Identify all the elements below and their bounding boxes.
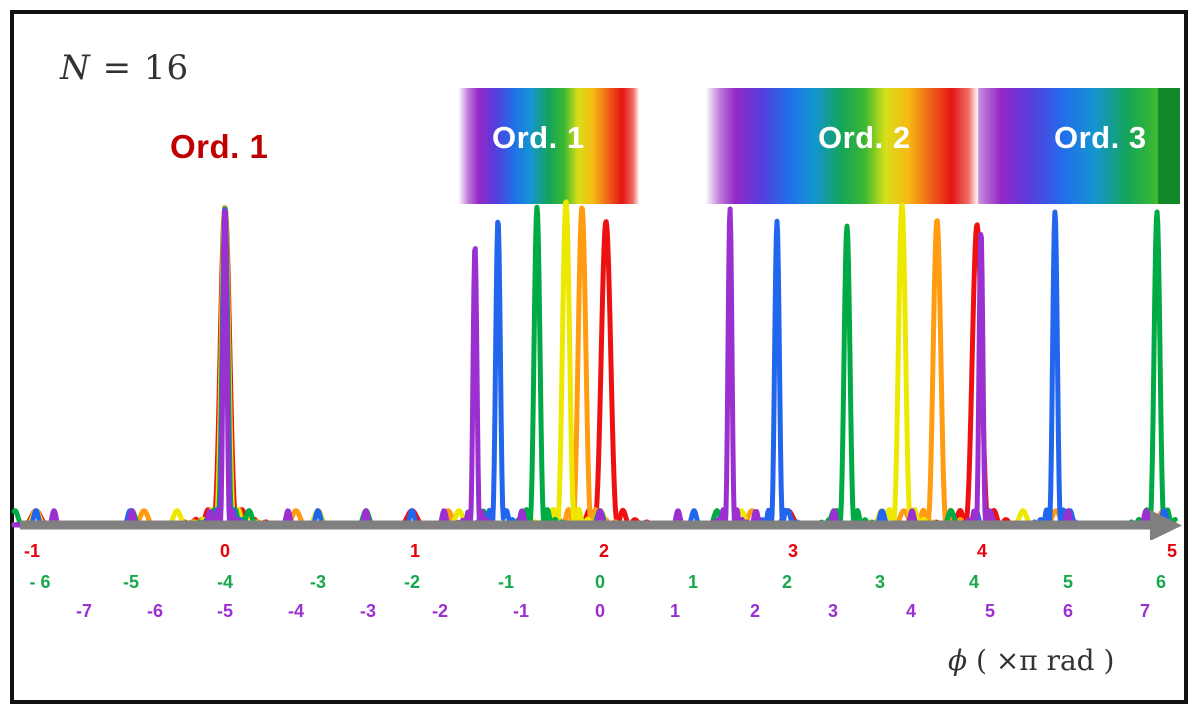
axis-unit: ( ×π rad ) [976,644,1115,677]
tick-purple-6: -1 [512,601,530,621]
tick-red-2: 1 [409,541,421,561]
tick-purple-4: -3 [359,601,377,621]
curve-group [11,199,1178,528]
tick-row-red: -1 0 1 2 3 4 5 [0,541,1200,565]
order1-red-label: Ord. 1 [170,128,269,165]
tick-red-4: 3 [787,541,799,561]
curve-blue [11,207,1178,528]
tick-purple-5: -2 [431,601,449,621]
tick-purple-8: 1 [669,601,681,621]
tick-purple-11: 4 [905,601,917,621]
tick-green-8: 2 [781,572,793,592]
tick-purple-12: 5 [984,601,996,621]
tick-green-7: 1 [687,572,699,592]
phi-symbol: ϕ [948,644,968,677]
n-value: = 16 [102,48,190,88]
tick-purple-0: -7 [75,601,93,621]
tick-green-4: -2 [403,572,421,592]
curve-yellow [11,199,1178,528]
tick-green-11: 5 [1062,572,1074,592]
curve-violet [11,206,1178,528]
curve-red [11,205,1178,528]
bar-label-order3: Ord. 3 [1054,120,1147,155]
tick-purple-1: -6 [146,601,164,621]
tick-red-5: 4 [976,541,988,561]
tick-green-1: -5 [122,572,140,592]
tick-red-6: 5 [1166,541,1178,561]
interference-plot [11,199,1182,540]
tick-red-0: -1 [23,541,41,561]
tick-red-3: 2 [598,541,610,561]
tick-purple-3: -4 [287,601,305,621]
tick-purple-2: -5 [216,601,234,621]
tick-purple-10: 3 [827,601,839,621]
x-axis-title: ϕ ( ×π rad ) [948,644,1114,677]
tick-green-0: - 6 [29,572,51,592]
tick-purple-14: 7 [1139,601,1151,621]
tick-row-purple: -7 -6 -5 -4 -3 -2 -1 0 1 2 3 4 5 6 7 [0,601,1200,625]
tick-green-3: -3 [309,572,327,592]
x-axis-line [20,510,1182,540]
tick-purple-7: 0 [594,601,606,621]
tick-green-9: 3 [874,572,886,592]
tick-purple-9: 2 [749,601,761,621]
n-annotation: N = 16 [60,48,189,88]
spectrum-bar-order1 [458,88,640,204]
tick-green-12: 6 [1155,572,1167,592]
tick-green-2: -4 [216,572,234,592]
curve-orange [11,205,1178,528]
tick-purple-13: 6 [1062,601,1074,621]
curve-green [11,204,1178,528]
tick-red-1: 0 [219,541,231,561]
tick-green-6: 0 [594,572,606,592]
spectrum-bar-order2-3 [705,88,1180,204]
bar-label-order1: Ord. 1 [492,120,585,155]
n-symbol: N [60,48,91,88]
bar-label-order2: Ord. 2 [818,120,911,155]
tick-green-5: -1 [497,572,515,592]
tick-row-green: - 6 -5 -4 -3 -2 -1 0 1 2 3 4 5 6 [0,572,1200,596]
tick-green-10: 4 [968,572,980,592]
